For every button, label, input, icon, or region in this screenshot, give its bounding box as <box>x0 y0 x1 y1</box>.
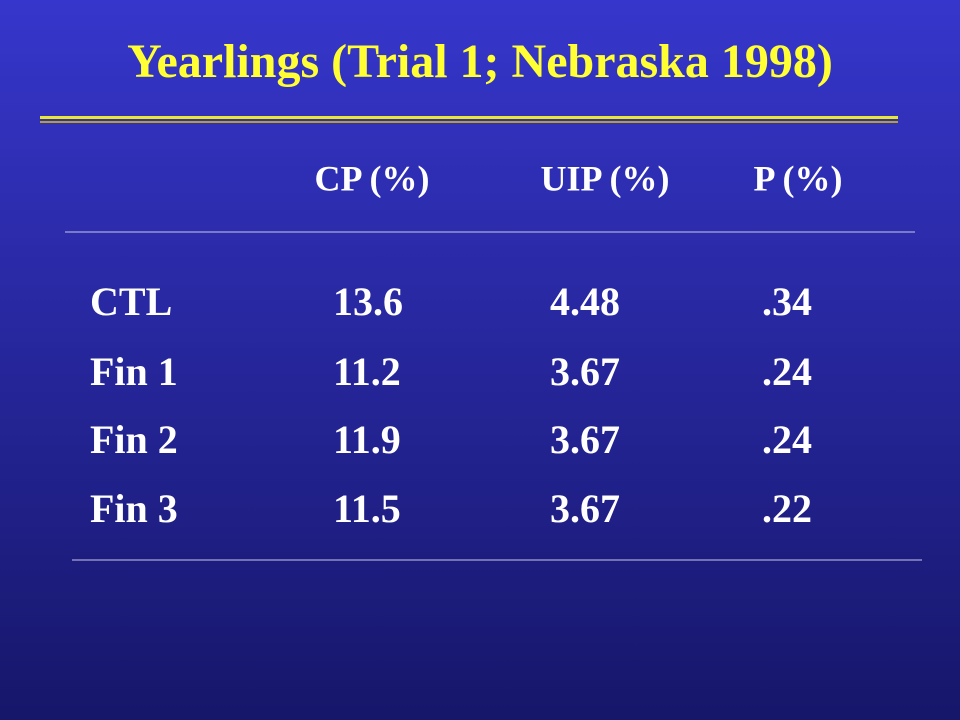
column-header: CP (%) <box>315 158 430 198</box>
table-cell: 11.2 <box>333 349 401 394</box>
table-cell: 11.5 <box>333 486 401 531</box>
row-label: CTL <box>90 279 172 324</box>
row-label: Fin 2 <box>90 417 178 462</box>
table-cell: .34 <box>762 279 812 324</box>
row-label: Fin 1 <box>90 349 178 394</box>
table-cell: .24 <box>762 417 812 462</box>
table-cell: .22 <box>762 486 812 531</box>
table-cell: 11.9 <box>333 417 401 462</box>
title-rule-shadow <box>40 121 898 123</box>
table-cell: 13.6 <box>333 279 403 324</box>
table: CP (%) UIP (%) P (%) CTL 13.6 4.48 .34 Fin 1… <box>65 158 922 561</box>
table-cell: .24 <box>762 349 812 394</box>
title: Yearlings (Trial 1; Nebraska 1998) <box>127 35 833 88</box>
table-cell: 3.67 <box>550 486 620 531</box>
column-header: UIP (%) <box>541 158 670 198</box>
row-label: Fin 3 <box>90 486 178 531</box>
table-cell: 4.48 <box>550 279 620 324</box>
table-cell: 3.67 <box>550 417 620 462</box>
column-header: P (%) <box>754 158 843 198</box>
table-cell: 3.67 <box>550 349 620 394</box>
title-rule <box>40 116 898 119</box>
